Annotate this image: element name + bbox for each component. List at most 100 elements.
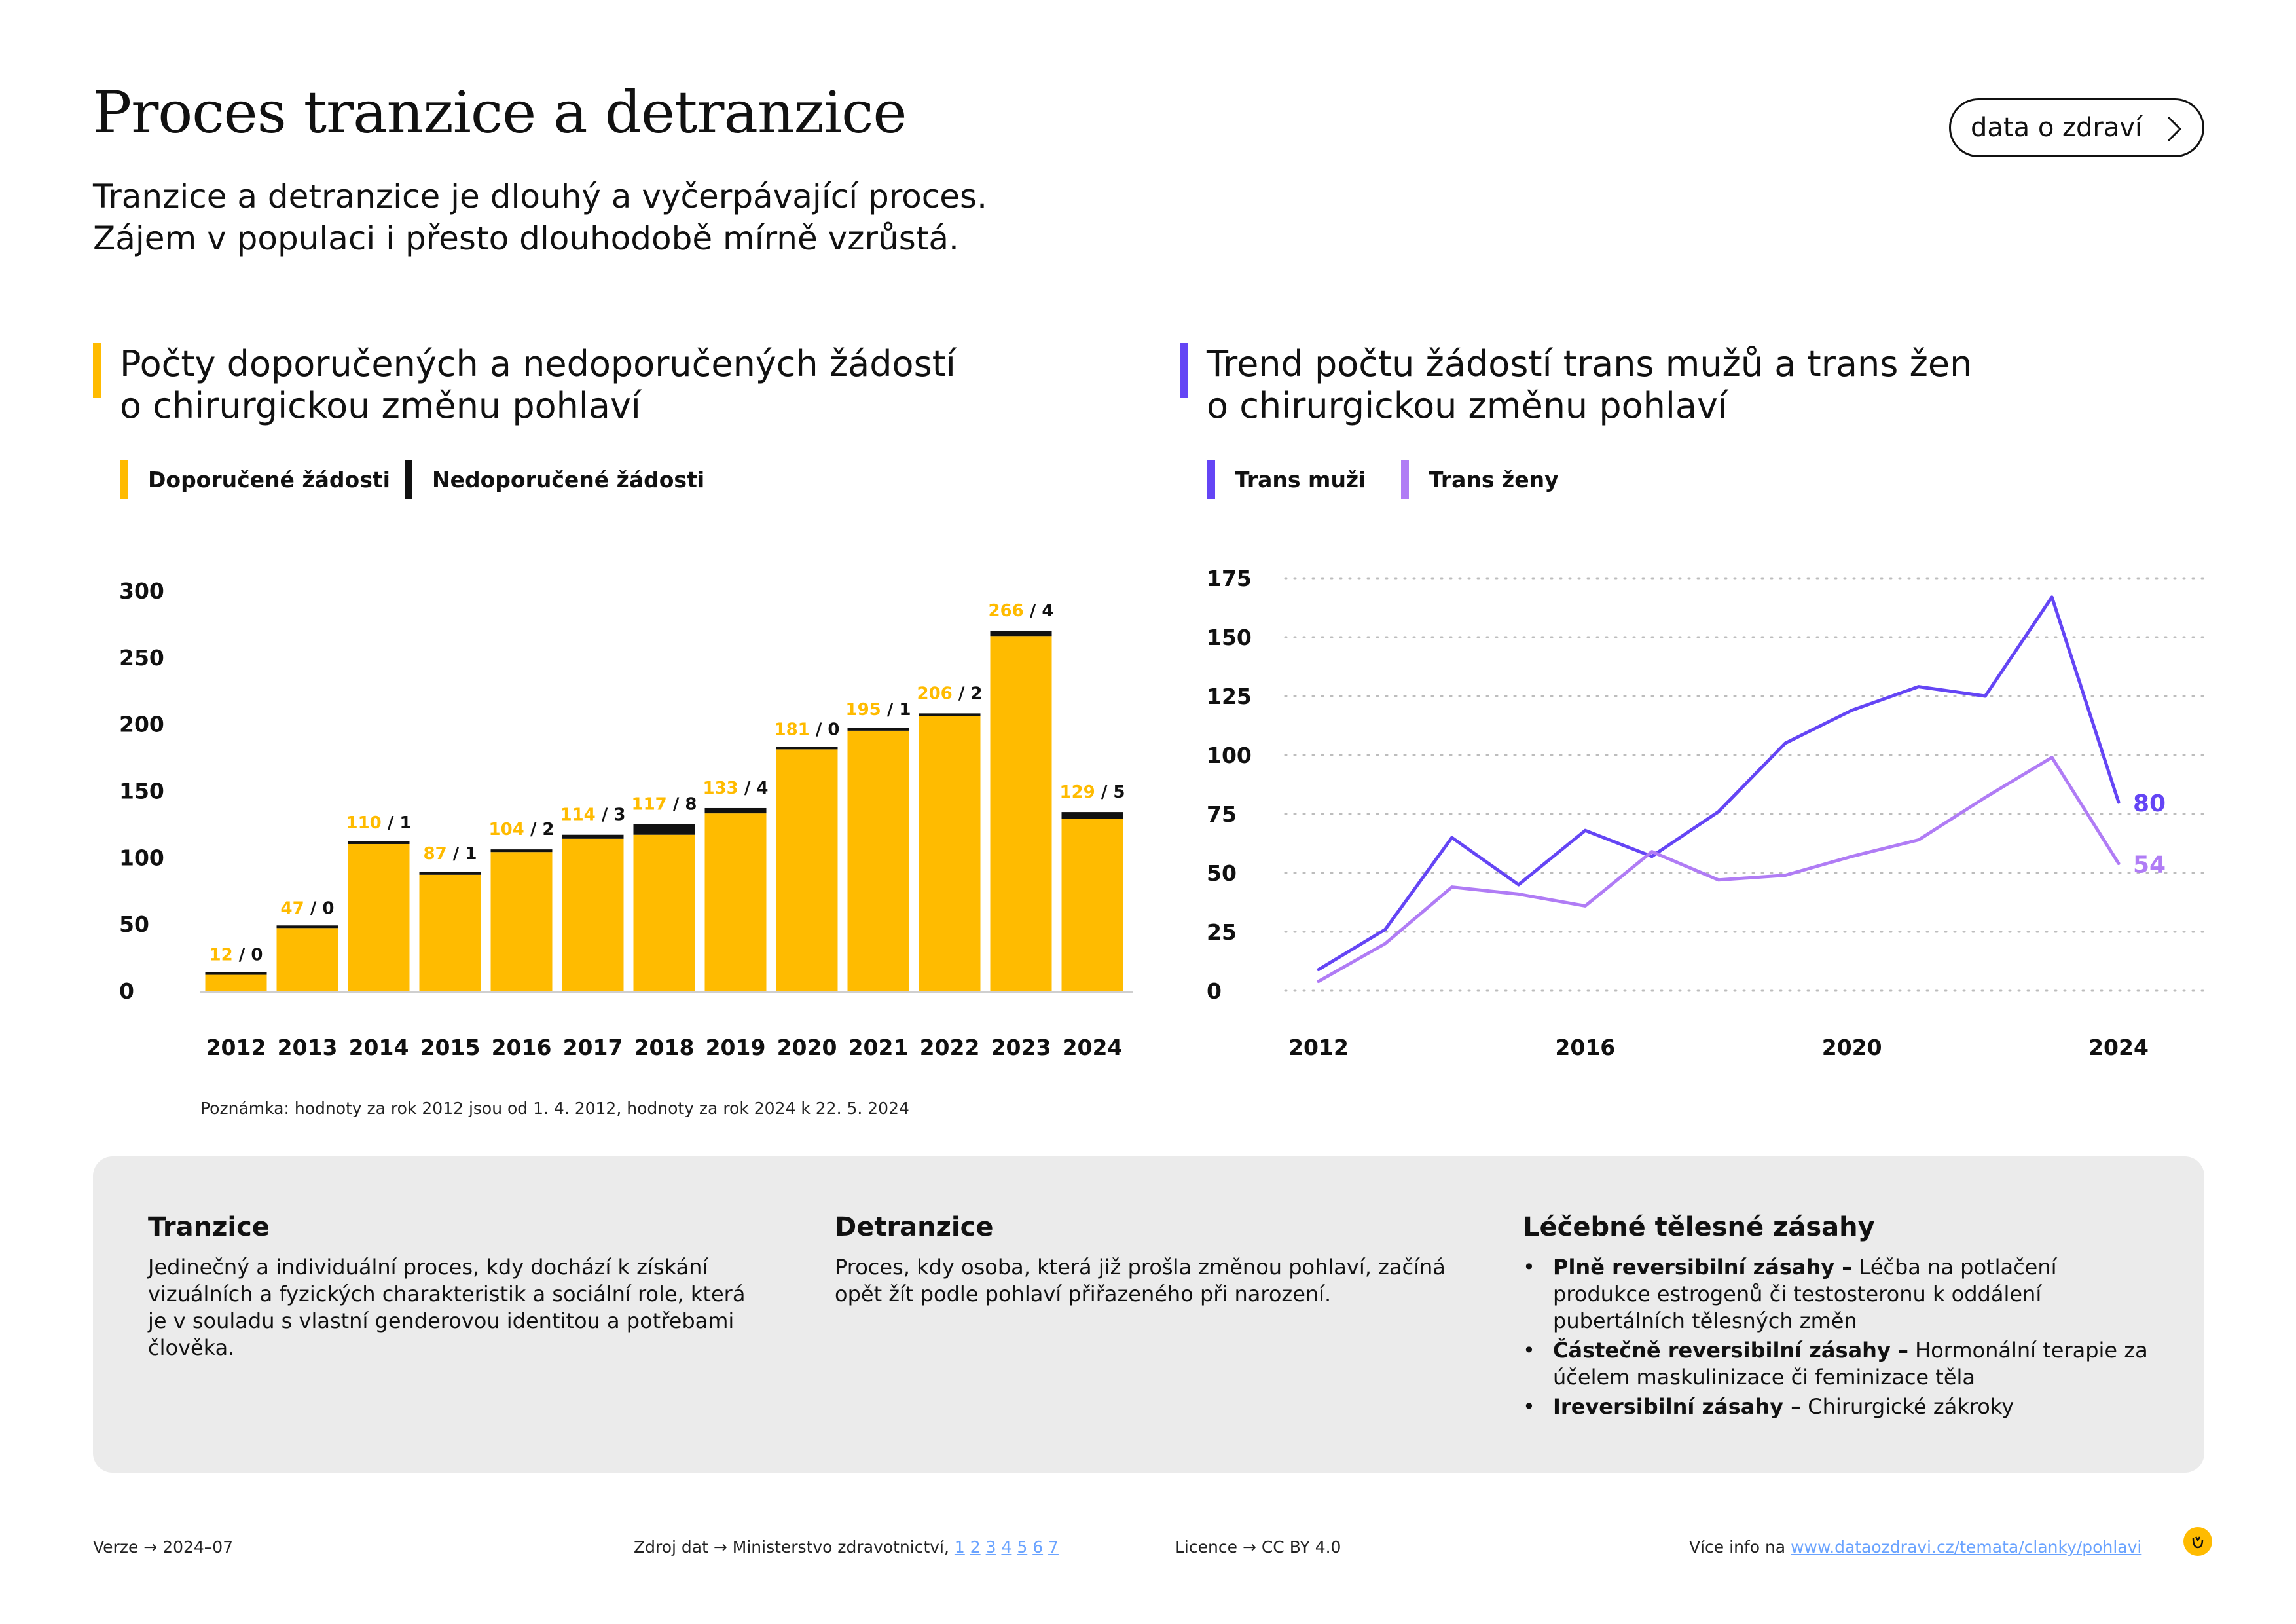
legend-swatch-yellow — [120, 460, 128, 499]
zasahy-item-bold: Ireversibilní zásahy – — [1553, 1394, 1802, 1419]
bar-nedoporucene — [1061, 812, 1123, 819]
bar-data-label: 114 / 3 — [560, 805, 626, 825]
source-link-3[interactable]: 3 — [985, 1538, 996, 1557]
bar-chart-accent — [93, 343, 101, 398]
source-link-6[interactable]: 6 — [1032, 1538, 1044, 1557]
legend-trans-zeny: Trans ženy — [1401, 460, 1559, 499]
bar-data-label: 87 / 1 — [424, 844, 477, 864]
legend-label-trans-muzi: Trans muži — [1235, 466, 1366, 492]
legend-trans-muzi: Trans muži — [1207, 460, 1366, 499]
y-tick-label: 250 — [119, 645, 164, 671]
detranzice-title: Detranzice — [835, 1212, 994, 1242]
zasahy-list: • Plně reversibilní zásahy – Léčba na pot… — [1523, 1254, 2151, 1420]
logo-mark-icon — [2192, 1536, 2204, 1549]
x-tick-label: 2024 — [1063, 1035, 1123, 1060]
bar-data-label: 195 / 1 — [846, 700, 911, 720]
x-tick-label: 2020 — [777, 1035, 837, 1060]
bar-chart-title: Počty doporučených a nedoporučených žádo… — [120, 343, 956, 427]
bar-doporucene — [562, 838, 624, 991]
bar-nedoporucene — [490, 849, 553, 853]
legend-nedoporucene: Nedoporučené žádosti — [405, 460, 704, 499]
bar-nedoporucene — [633, 824, 695, 835]
bar-doporucene — [633, 834, 695, 991]
bar-doporucene — [419, 874, 481, 991]
zasahy-item: • Plně reversibilní zásahy – Léčba na pot… — [1523, 1254, 2151, 1335]
source-link-7[interactable]: 7 — [1048, 1538, 1059, 1557]
x-tick-label: 2019 — [706, 1035, 766, 1060]
line-chart-title-line-2: o chirurgickou změnu pohlaví — [1207, 385, 1728, 426]
chart-note: Poznámka: hodnoty za rok 2012 jsou od 1.… — [200, 1099, 909, 1118]
tranzice-column: Tranzice Jedinečný a individuální proces… — [148, 1212, 763, 1361]
legend-label-doporucene: Doporučené žádosti — [148, 466, 390, 492]
more-info-link[interactable]: www.dataozdravi.cz/temata/clanky/pohlavi — [1791, 1538, 2142, 1557]
bar-chart: 0 50 100 150 200 250 300 12 / 0 2012 47 / 0 2013 11… — [119, 578, 1133, 1060]
source-link-1[interactable]: 1 — [954, 1538, 965, 1557]
x-tick-label: 2015 — [420, 1035, 481, 1060]
bar-doporucene — [776, 749, 838, 991]
tranzice-text: Jedinečný a individuální proces, kdy doc… — [148, 1255, 746, 1360]
x-tick-label: 2017 — [563, 1035, 623, 1060]
data-o-zdravi-label: data o zdraví — [1971, 113, 2143, 143]
x-tick-label: 2023 — [991, 1035, 1051, 1060]
bar-data-label: 117 / 8 — [632, 794, 697, 814]
bar-nedoporucene — [847, 728, 909, 731]
bar-data-label: 181 / 0 — [774, 720, 840, 739]
more-info-label: Více info na — [1689, 1538, 1786, 1557]
source-link-4[interactable]: 4 — [1001, 1538, 1012, 1557]
source-link-2[interactable]: 2 — [970, 1538, 981, 1557]
version-label: Verze — [93, 1538, 139, 1557]
logo-icon — [2183, 1527, 2212, 1556]
bar-data-label: 110 / 1 — [346, 813, 412, 833]
license-value: CC BY 4.0 — [1261, 1538, 1341, 1557]
bar-nedoporucene — [348, 841, 410, 844]
line-chart-accent — [1180, 343, 1188, 398]
bar-doporucene — [704, 813, 767, 991]
source-link-5[interactable]: 5 — [1017, 1538, 1028, 1557]
bar-nedoporucene — [205, 972, 267, 975]
zasahy-item-text: Chirurgické zákroky — [1801, 1394, 2014, 1419]
bar-chart-title-line-1: Počty doporučených a nedoporučených žádo… — [120, 343, 956, 384]
zasahy-item-bold: Plně reversibilní zásahy – — [1553, 1255, 1853, 1280]
bar-doporucene — [990, 636, 1052, 991]
zasahy-item: • Částečně reversibilní zásahy – Hormonál… — [1523, 1337, 2151, 1391]
detranzice-column: Detranzice Proces, kdy osoba, která již … — [835, 1212, 1457, 1308]
page-subtitle: Tranzice a detranzice je dlouhý a vyčerp… — [93, 175, 1206, 259]
zasahy-column: Léčebné tělesné zásahy • Plně reversibiln… — [1523, 1212, 2151, 1423]
bullet-icon: • — [1523, 1338, 1535, 1363]
bar-nedoporucene — [990, 631, 1052, 637]
footer-more-info: Více info na www.dataozdravi.cz/temata/c… — [1689, 1538, 2141, 1557]
line-chart-title: Trend počtu žádostí trans mužů a trans ž… — [1207, 343, 1972, 427]
x-tick-label: 2013 — [278, 1035, 338, 1060]
legend-swatch-black — [405, 460, 412, 499]
bar-doporucene — [348, 843, 410, 991]
y-tick-label: 100 — [119, 845, 164, 870]
bar-doporucene — [205, 974, 267, 991]
footer-source: Zdroj dat → Ministerstvo zdravotnictví, … — [634, 1538, 1059, 1557]
zasahy-item-bold: Částečně reversibilní zásahy – — [1553, 1338, 1908, 1363]
source-label: Zdroj dat — [634, 1538, 708, 1557]
line-chart-title-line-1: Trend počtu žádostí trans mužů a trans ž… — [1207, 343, 1973, 384]
y-tick-label: 50 — [119, 912, 149, 937]
x-tick-label: 2016 — [492, 1035, 552, 1060]
x-tick-label: 2021 — [848, 1035, 909, 1060]
zasahy-item: • Ireversibilní zásahy – Chirurgické zákr… — [1523, 1393, 2151, 1420]
legend-doporucene: Doporučené žádosti — [120, 460, 390, 499]
bar-data-label: 104 / 2 — [489, 820, 555, 840]
bar-nedoporucene — [776, 747, 838, 750]
source-value: Ministerstvo zdravotnictví, — [732, 1538, 949, 1557]
arrow-right-icon: → — [713, 1538, 727, 1557]
bar-doporucene — [490, 852, 553, 991]
zasahy-title: Léčebné tělesné zásahy — [1523, 1212, 1875, 1242]
bar-nedoporucene — [919, 713, 981, 716]
bar-doporucene — [847, 730, 909, 991]
bar-chart-title-line-2: o chirurgickou změnu pohlaví — [120, 385, 641, 426]
version-value: 2024–07 — [162, 1538, 234, 1557]
footer-license: Licence → CC BY 4.0 — [1175, 1538, 1341, 1557]
bullet-icon: • — [1523, 1394, 1535, 1419]
data-o-zdravi-button[interactable]: data o zdraví — [1949, 98, 2204, 157]
subtitle-line-2: Zájem v populaci i přesto dlouhodobě mír… — [93, 219, 959, 257]
y-tick-label: 200 — [119, 712, 164, 737]
bar-data-label: 133 / 4 — [703, 779, 769, 798]
arrow-right-icon: → — [1242, 1538, 1256, 1557]
legend-swatch-purple — [1207, 460, 1215, 499]
